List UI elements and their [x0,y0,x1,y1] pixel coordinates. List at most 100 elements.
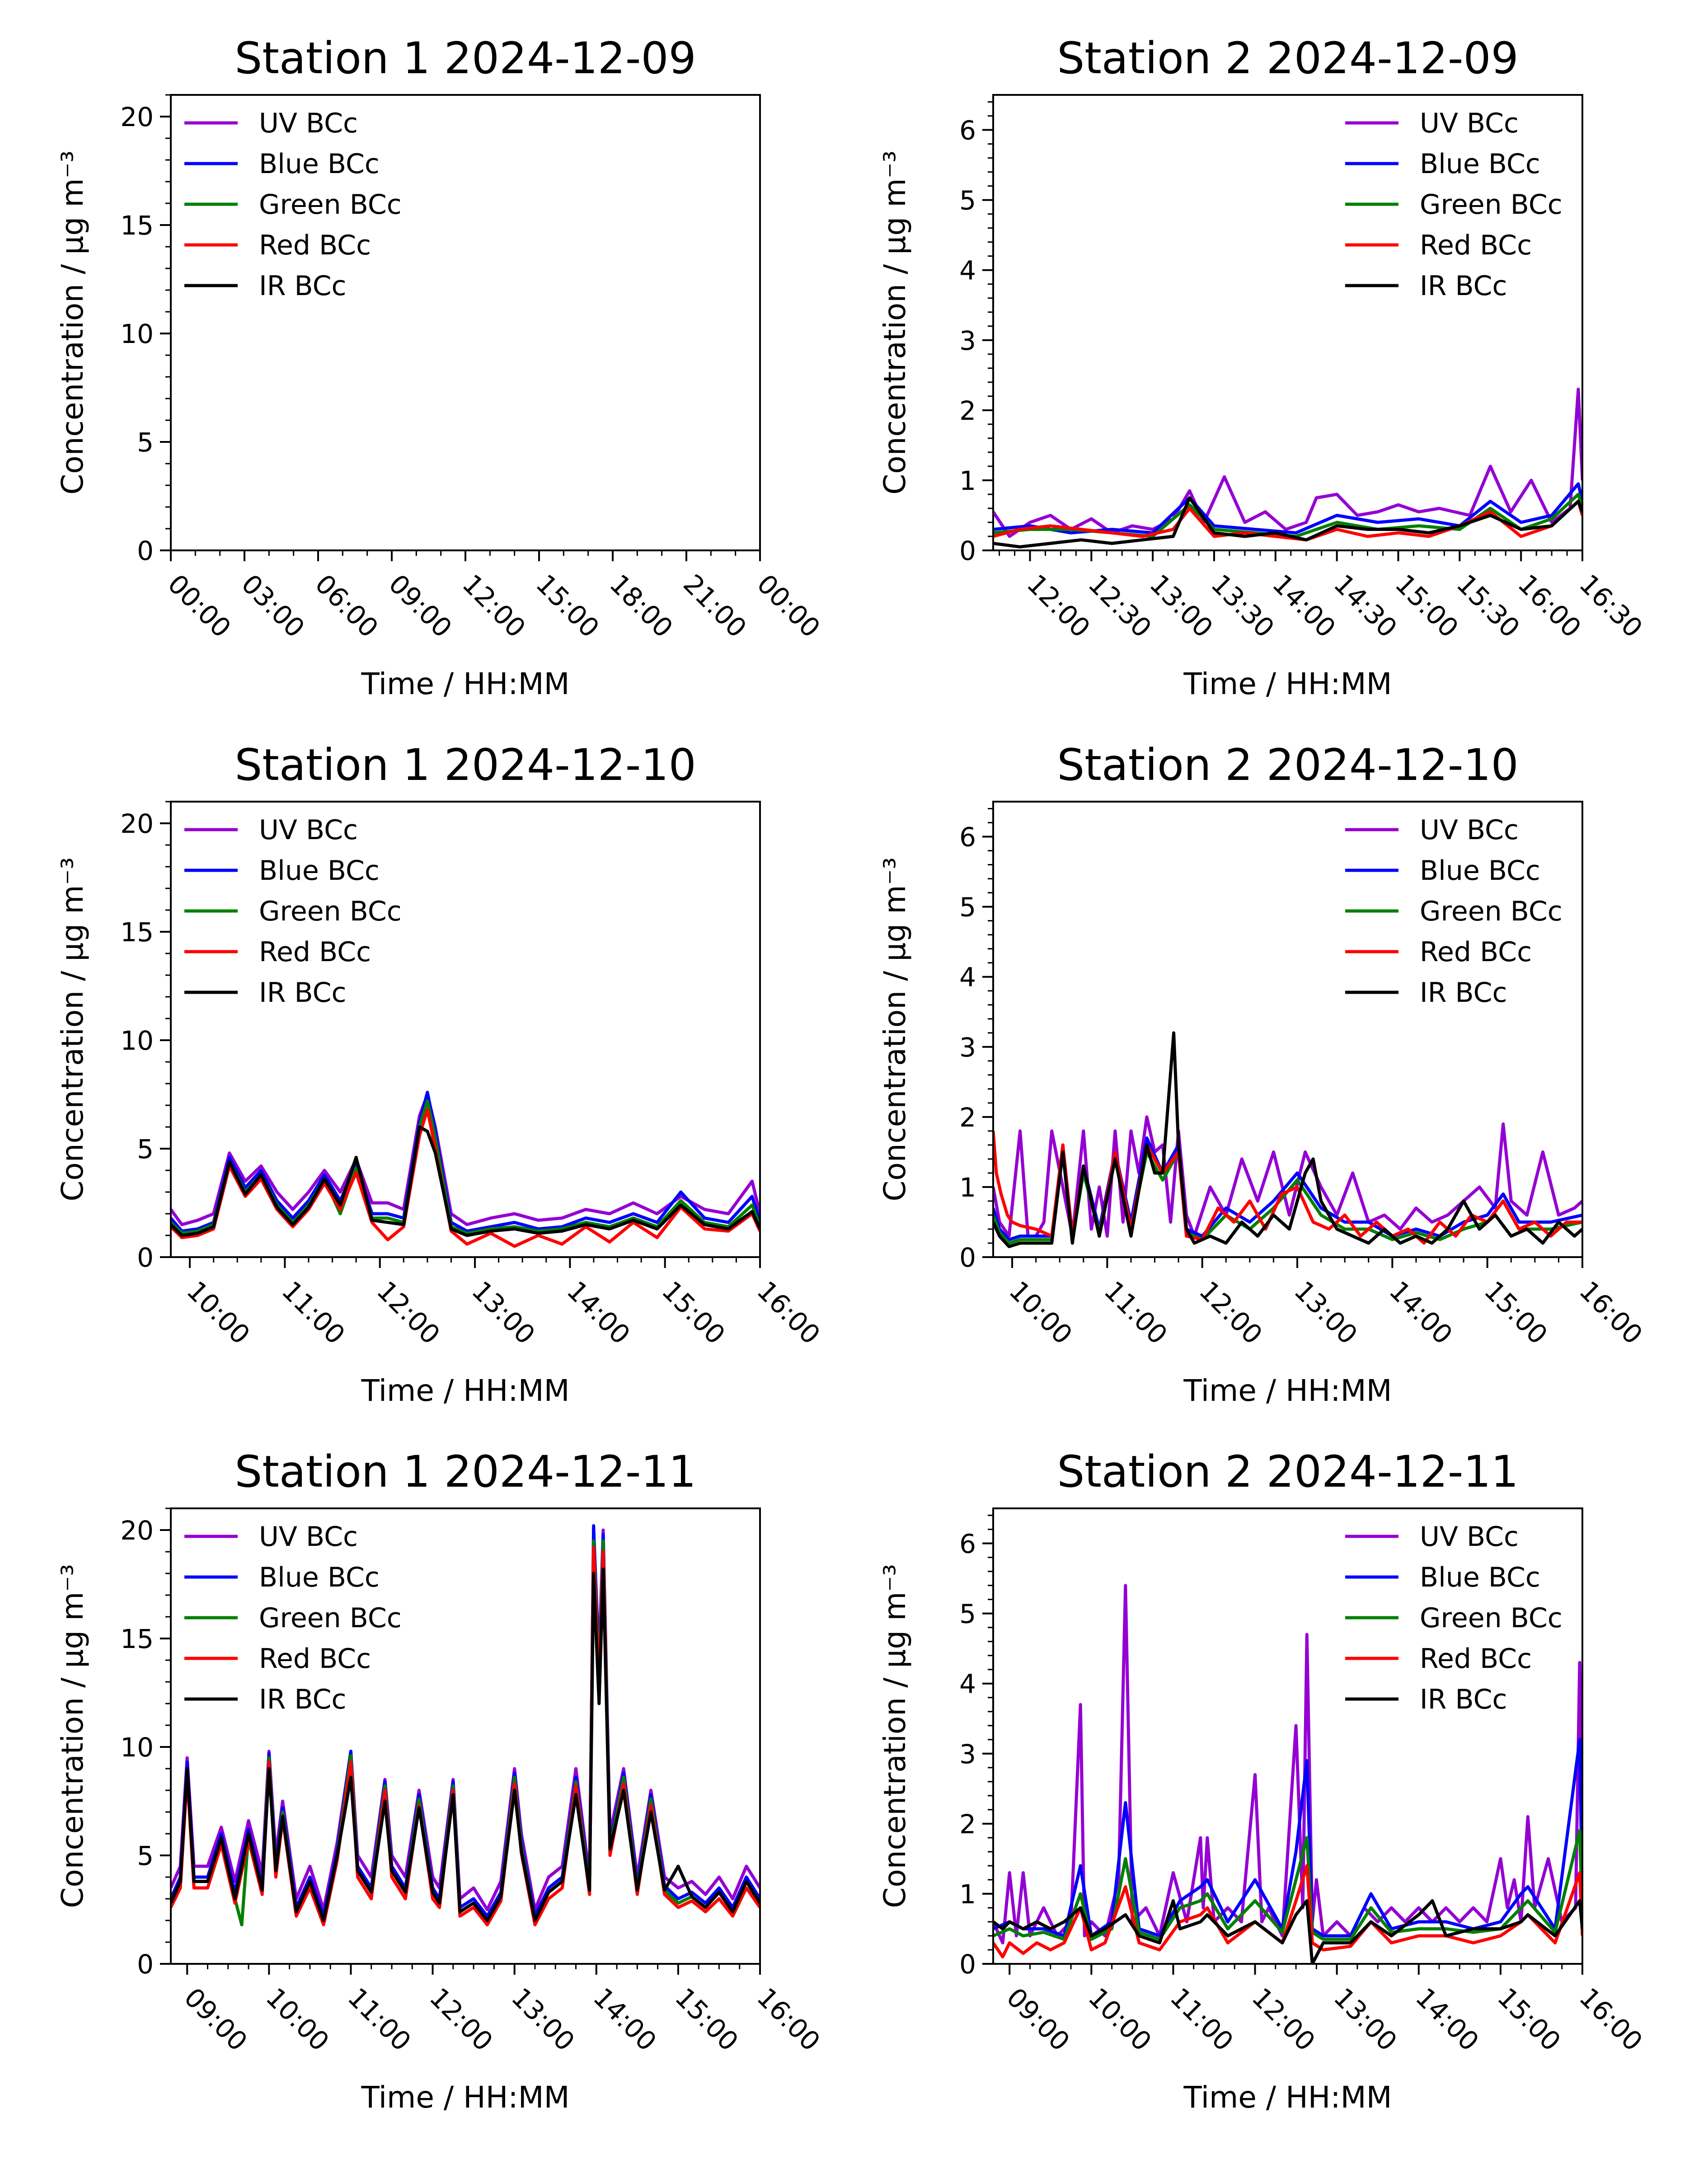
series-line-uv-bcc [993,1115,1582,1238]
y-axis-label: Concentration / μg m⁻³ [55,1564,90,1908]
y-tick-label: 0 [137,1949,154,1980]
y-tick-label: 4 [959,255,976,286]
legend-label: Blue BCc [259,1562,380,1593]
y-tick-label: 4 [959,962,976,993]
legend-label: IR BCc [259,977,346,1009]
y-axis-label: Concentration / μg m⁻³ [877,150,912,495]
y-axis-label: Concentration / μg m⁻³ [877,857,912,1202]
y-tick-label: 10 [120,319,154,349]
y-tick-label: 6 [959,115,976,146]
chart-title: Station 2 2024-12-11 [1057,1446,1518,1497]
y-tick-label: 0 [137,1242,154,1273]
legend-label: Green BCc [1420,189,1563,221]
chart-title: Station 1 2024-12-10 [235,740,696,790]
legend-label: IR BCc [259,270,346,302]
legend-label: Blue BCc [1420,148,1540,180]
legend-label: UV BCc [1420,814,1519,846]
plot-frame [170,801,761,1258]
y-tick-label: 3 [959,325,976,356]
legend-label: Red BCc [1420,230,1532,261]
y-tick-label: 6 [959,1529,976,1559]
legend-label: Green BCc [1420,1602,1563,1634]
y-tick-label: 3 [959,1739,976,1770]
plot-frame [170,1507,761,1965]
plot-frame [992,94,1583,551]
series-line-red-bcc [993,499,1582,542]
legend-label: UV BCc [1420,108,1519,139]
legend-label: UV BCc [259,1521,358,1553]
y-tick-label: 1 [959,1172,976,1203]
x-axis-label: Time / HH:MM [1183,2080,1392,2115]
legend-label: IR BCc [1420,1684,1507,1715]
y-tick-label: 5 [137,1840,154,1871]
y-tick-label: 2 [959,1809,976,1840]
legend-label: Green BCc [259,896,402,927]
series-line-uv-bcc [993,387,1582,538]
chart-title: Station 2 2024-12-09 [1057,33,1518,84]
series-line-uv-bcc [993,1584,1582,1944]
y-axis-label: Concentration / μg m⁻³ [55,150,90,495]
legend-label: Blue BCc [259,148,380,180]
y-tick-label: 15 [120,917,154,948]
x-axis-label: Time / HH:MM [361,667,569,701]
x-axis-label: Time / HH:MM [361,1373,569,1408]
series-line-ir-bcc [993,1031,1582,1249]
y-tick-label: 1 [959,1879,976,1910]
legend-label: Red BCc [259,1643,371,1675]
y-axis-label: Concentration / μg m⁻³ [55,857,90,1202]
legend-label: Blue BCc [1420,855,1540,887]
plot-frame [992,1507,1583,1965]
y-tick-label: 5 [137,1134,154,1164]
x-axis-label: Time / HH:MM [1183,1373,1392,1408]
series-line-ir-bcc [171,1567,760,1922]
legend-label: Green BCc [1420,896,1563,927]
y-tick-label: 5 [959,1599,976,1629]
y-tick-label: 15 [120,210,154,241]
series-line-ir-bcc [993,496,1582,549]
y-tick-label: 3 [959,1032,976,1063]
series-line-blue-bcc [171,1090,760,1233]
series-line-ir-bcc [993,1899,1582,1964]
legend-label: UV BCc [1420,1521,1519,1553]
legend-label: UV BCc [259,814,358,846]
y-tick-label: 20 [120,102,154,132]
y-tick-label: 5 [959,185,976,216]
plot-frame [992,801,1583,1258]
legend-label: Blue BCc [1420,1562,1540,1593]
x-axis-label: Time / HH:MM [361,2080,569,2115]
y-tick-label: 2 [959,395,976,426]
y-tick-label: 5 [137,427,154,458]
legend-label: IR BCc [1420,270,1507,302]
y-tick-label: 0 [137,535,154,566]
y-tick-label: 6 [959,822,976,853]
legend-label: Red BCc [259,230,371,261]
y-tick-label: 2 [959,1102,976,1133]
legend-label: Red BCc [259,936,371,968]
legend-label: IR BCc [259,1684,346,1715]
y-tick-label: 10 [120,1025,154,1056]
y-tick-label: 4 [959,1669,976,1700]
y-tick-label: 5 [959,892,976,923]
y-tick-label: 15 [120,1624,154,1654]
legend-label: Blue BCc [259,855,380,887]
y-tick-label: 0 [959,1242,976,1273]
x-axis-label: Time / HH:MM [1183,667,1392,701]
y-tick-label: 20 [120,1515,154,1546]
series-line-ir-bcc [171,1125,760,1237]
y-tick-label: 1 [959,465,976,496]
series-line-red-bcc [171,1108,760,1248]
legend-label: UV BCc [259,108,358,139]
series-line-blue-bcc [993,482,1582,535]
y-tick-label: 0 [959,535,976,566]
legend-label: Red BCc [1420,1643,1532,1675]
y-tick-label: 20 [120,808,154,839]
legend-label: Red BCc [1420,936,1532,968]
y-axis-label: Concentration / μg m⁻³ [877,1564,912,1908]
chart-title: Station 2 2024-12-10 [1057,740,1518,790]
legend-label: IR BCc [1420,977,1507,1009]
y-tick-label: 10 [120,1732,154,1763]
legend-label: Green BCc [259,189,402,221]
